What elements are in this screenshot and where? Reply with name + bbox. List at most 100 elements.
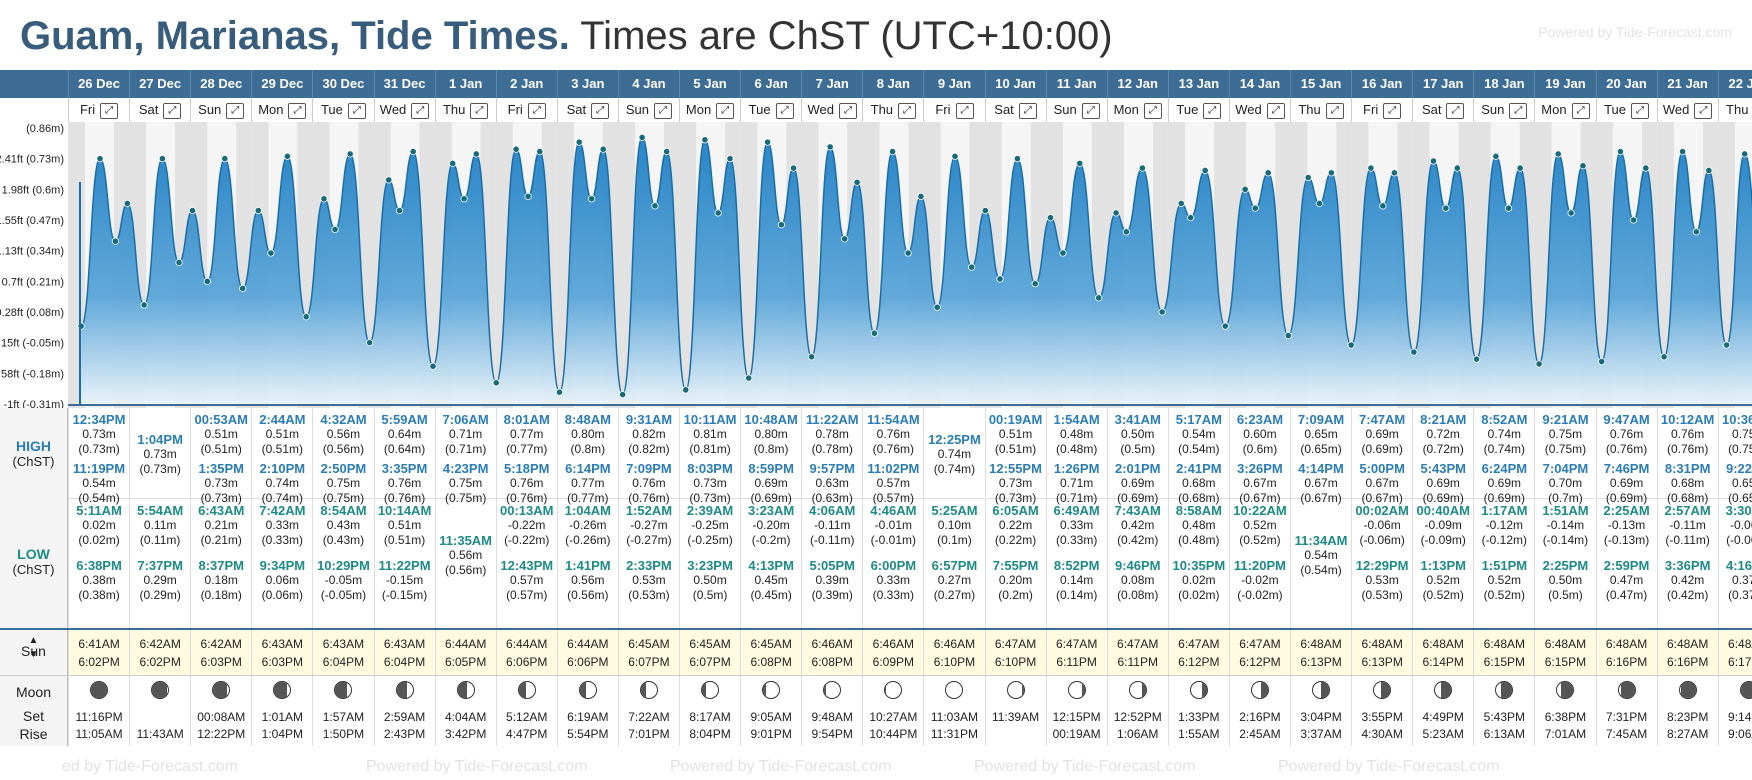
expand-icon[interactable]: ⤢ [527, 102, 546, 119]
tide-extreme-point [1379, 202, 1387, 210]
low-height-paren: (0.02m) [1178, 588, 1220, 602]
expand-icon[interactable]: ⤢ [347, 102, 366, 119]
high-height-paren: (0.74m) [1483, 442, 1526, 456]
high-block: 9:21AM 0.75m (0.75m) 7:04PM 0.70m (0.7m) [1535, 408, 1595, 505]
high-entry: 6:14PM 0.77m (0.77m) [558, 461, 618, 506]
expand-icon[interactable]: ⤢ [654, 102, 672, 119]
sun-cell: 6:48AM 6:16PM [1656, 630, 1718, 675]
sunrise-time: 6:47AM [1055, 637, 1098, 651]
sunrise-time: 6:44AM [506, 637, 548, 651]
high-time: 5:00PM [1359, 461, 1405, 476]
expand-icon[interactable]: ⤢ [1325, 102, 1344, 119]
date-cell: 20 Jan [1595, 70, 1657, 98]
low-height-paren: (0.43m) [322, 533, 365, 547]
moon-shadow [396, 682, 407, 698]
moonset-time: 4:49PM [1422, 710, 1464, 724]
moon-cell: 6:38PM 7:01AM [1534, 676, 1595, 746]
weekday-label: Thu [442, 102, 466, 117]
expand-icon[interactable]: ⤢ [1266, 102, 1285, 119]
tide-extreme-point [1221, 322, 1229, 330]
sunrise-time: 6:43AM [322, 637, 365, 651]
expand-icon[interactable]: ⤢ [1143, 102, 1162, 119]
tide-extreme-point [1410, 348, 1418, 356]
high-height: 0.74m [265, 476, 300, 490]
low-entry: 2:39AM -0.25m (-0.25m) [680, 503, 740, 548]
high-height-paren: (0.56m) [322, 442, 365, 456]
low-height-paren: (-0.26m) [565, 533, 611, 547]
moonset-time: 8:23PM [1666, 710, 1709, 724]
high-block: 00:53AM 0.51m (0.51m) 1:35PM 0.73m (0.73m) [191, 408, 251, 505]
expand-icon[interactable]: ⤢ [1446, 102, 1465, 119]
y-tick-label: 0.28ft (0.08m) [0, 307, 64, 319]
weekday-cell: Thu ⤢ [434, 98, 496, 122]
moonrise-time: 9:06AM [1728, 727, 1752, 741]
expand-icon[interactable]: ⤢ [1571, 102, 1590, 119]
low-height: 0.10m [937, 518, 972, 532]
tide-extreme-point [1264, 169, 1272, 177]
sunset-time: 6:17PM [1728, 655, 1752, 669]
low-block: 1:52AM -0.27m (-0.27m) 2:33PM 0.53m (0.53m) [618, 498, 679, 628]
expand-icon[interactable]: ⤢ [470, 102, 489, 119]
expand-icon[interactable]: ⤢ [1631, 102, 1649, 119]
high-time: 1:35PM [198, 461, 244, 476]
sunset-time: 6:12PM [1178, 655, 1220, 669]
expand-icon[interactable]: ⤢ [100, 102, 119, 119]
low-time: 11:20PM [1233, 558, 1286, 573]
expand-icon[interactable]: ⤢ [1694, 102, 1713, 119]
sunset-time: 6:02PM [139, 655, 181, 669]
low-height: -0.06m [1730, 518, 1752, 532]
expand-icon[interactable]: ⤢ [716, 102, 735, 119]
expand-icon[interactable]: ⤢ [591, 102, 610, 119]
low-entry: 8:58AM 0.48m (0.48m) [1169, 503, 1229, 548]
low-block: 8:58AM 0.48m (0.48m) 10:35PM 0.02m (0.02m) [1168, 498, 1229, 628]
expand-icon[interactable]: ⤢ [411, 102, 430, 119]
expand-icon[interactable]: ⤢ [1018, 102, 1037, 119]
tide-extreme-point [726, 155, 734, 163]
tide-extreme-point [472, 150, 480, 158]
moon-phase-icon [1250, 681, 1269, 699]
expand-icon[interactable]: ⤢ [1509, 102, 1528, 119]
day-tide-column: 7:47AM 0.69m (0.69m) 5:00PM 0.67m (0.67m) 00:0… [1351, 408, 1413, 628]
low-height: 0.21m [204, 518, 238, 532]
low-time: 3:30AM [1725, 503, 1752, 518]
low-time: 4:06AM [809, 503, 856, 518]
expand-icon[interactable]: ⤢ [1383, 102, 1402, 119]
low-time: 8:52PM [1053, 558, 1100, 573]
weekday-cell: Sun ⤢ [617, 98, 679, 122]
moonrise-time: 7:45AM [1605, 727, 1648, 741]
low-height-paren: (0.33m) [261, 533, 304, 547]
date-cell: 2 Jan [495, 70, 557, 98]
expand-icon[interactable]: ⤢ [288, 102, 307, 119]
tide-extreme-point [701, 136, 709, 144]
low-entry: 3:36PM 0.42m (0.42m) [1658, 558, 1718, 603]
moon-phase-icon [395, 681, 414, 699]
expand-icon[interactable]: ⤢ [838, 102, 857, 119]
expand-icon[interactable]: ⤢ [163, 102, 182, 119]
high-block: 00:19AM 0.51m (0.51m) 12:55PM 0.73m (0.73m) [986, 408, 1046, 505]
expand-icon[interactable]: ⤢ [955, 102, 974, 119]
low-height-paren: (0.27m) [933, 588, 976, 602]
moonrise-time: 7:01AM [1544, 727, 1587, 741]
tide-extreme-point [346, 150, 354, 158]
expand-icon[interactable]: ⤢ [775, 102, 794, 119]
date-cell: 3 Jan [556, 70, 618, 98]
expand-icon[interactable]: ⤢ [226, 102, 245, 119]
sun-cell: 6:42AM 6:02PM [129, 630, 190, 675]
high-entry: 1:26PM 0.71m (0.71m) [1047, 461, 1107, 506]
low-height-paren: (0.53m) [1361, 588, 1403, 602]
sunrise-time: 6:45AM [689, 637, 731, 651]
day-tide-column: 7:09AM 0.65m (0.65m) 4:14PM 0.67m (0.67m) 11:3… [1290, 408, 1352, 628]
low-height-paren: (0.54m) [1300, 563, 1342, 577]
moonset-time: 1:01AM [261, 710, 304, 724]
expand-icon[interactable]: ⤢ [1081, 102, 1100, 119]
high-time: 5:17AM [1175, 412, 1222, 427]
high-entry: 10:12AM 0.76m (0.76m) [1658, 412, 1718, 457]
moon-cell: 12:15PM 00:19AM [1045, 676, 1107, 746]
high-height: 0.69m [1365, 427, 1399, 441]
expand-icon[interactable]: ⤢ [1203, 102, 1222, 119]
sunset-time: 6:15PM [1544, 655, 1587, 669]
tide-extreme-point [904, 249, 912, 257]
expand-icon[interactable]: ⤢ [898, 102, 917, 119]
low-height: 0.42m [1121, 518, 1155, 532]
high-entry: 4:23PM 0.75m (0.75m) [436, 461, 496, 506]
